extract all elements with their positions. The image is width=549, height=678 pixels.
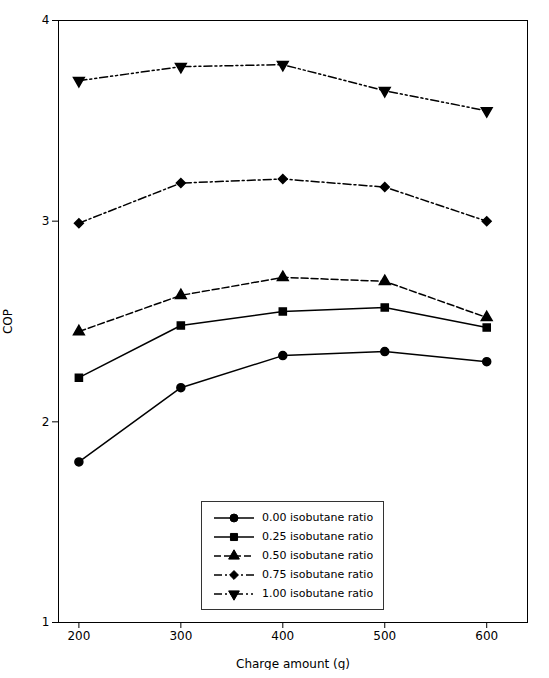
svg-text:4: 4 <box>42 13 50 27</box>
svg-text:COP: COP <box>1 309 15 334</box>
html-text:0.75 isobutane ratio: 0.75 isobutane ratio <box>262 568 374 581</box>
svg-text:300: 300 <box>169 629 192 643</box>
svg-text:200: 200 <box>67 629 90 643</box>
svg-text:2: 2 <box>42 415 50 429</box>
svg-text:400: 400 <box>271 629 294 643</box>
html-text:1.00 isobutane ratio: 1.00 isobutane ratio <box>262 587 374 600</box>
svg-text:3: 3 <box>42 214 50 228</box>
svg-text:600: 600 <box>475 629 498 643</box>
html-text:0.25 isobutane ratio: 0.25 isobutane ratio <box>262 530 374 543</box>
svg-text:500: 500 <box>373 629 396 643</box>
html-text:0.50 isobutane ratio: 0.50 isobutane ratio <box>262 549 374 562</box>
svg-text:Charge amount (g): Charge amount (g) <box>236 657 350 671</box>
html-text:0.00 isobutane ratio: 0.00 isobutane ratio <box>262 511 374 524</box>
svg-text:1: 1 <box>42 615 50 629</box>
